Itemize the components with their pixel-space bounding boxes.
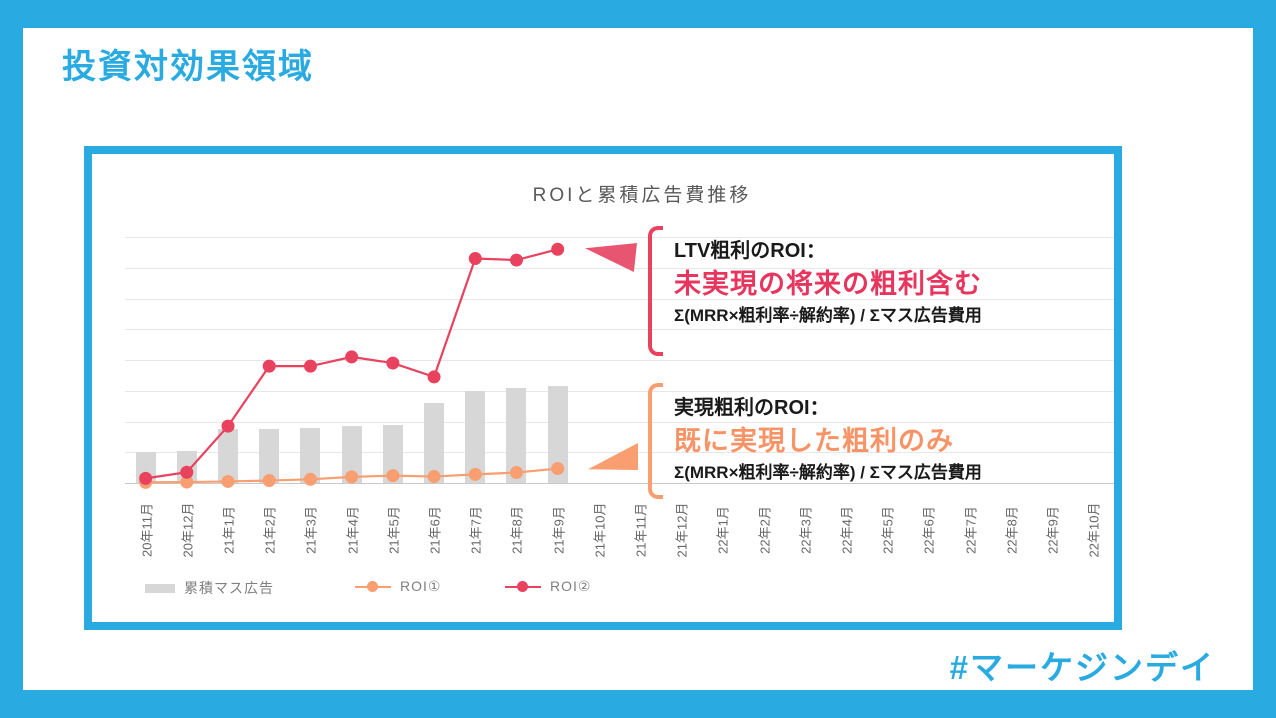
x-axis-label: 22年2月 <box>757 506 773 554</box>
legend-label: ROI② <box>550 578 592 594</box>
x-axis-label: 21年2月 <box>262 506 278 554</box>
gridline <box>125 329 1114 331</box>
plot-area <box>125 237 1114 489</box>
bar-21年7月 <box>465 390 486 483</box>
x-axis-label: 22年8月 <box>1004 506 1020 554</box>
x-axis-label: 21年10月 <box>592 502 608 558</box>
bracket-icon <box>648 226 663 356</box>
gridline <box>125 267 1114 269</box>
annotation-formula: Σ(MRR×粗利率÷解約率) / Σマス広告費用 <box>674 463 982 482</box>
x-axis-label: 21年9月 <box>551 506 567 554</box>
x-axis-label: 21年8月 <box>509 506 525 554</box>
bar-21年8月 <box>506 387 527 483</box>
bar-21年4月 <box>341 426 362 483</box>
x-axis-label: 21年3月 <box>303 506 319 554</box>
gridline <box>125 483 1114 484</box>
bracket-icon <box>648 383 663 499</box>
bar-21年5月 <box>382 424 403 483</box>
x-axis-label: 22年4月 <box>839 506 855 554</box>
annotation-highlight: 既に実現した粗利のみ <box>674 426 954 456</box>
bar-21年1月 <box>218 429 239 483</box>
chart-card: ROIと累積広告費推移 20年11月 20年12月 21年1月 21年2月 21年3月 2… <box>84 146 1122 630</box>
bar-swatch-icon <box>145 583 175 593</box>
x-axis-label: 22年1月 <box>715 506 731 554</box>
bar-21年6月 <box>424 403 445 483</box>
legend-label: 累積マス広告 <box>184 580 274 596</box>
x-axis-label: 20年11月 <box>139 503 155 557</box>
x-axis-label: 21年12月 <box>674 502 690 558</box>
annotation-heading: LTV粗利のROI： <box>674 240 826 262</box>
x-axis-label: 22年6月 <box>921 506 937 554</box>
x-axis-label: 21年7月 <box>468 506 484 554</box>
bar-21年9月 <box>547 386 568 483</box>
x-axis-label: 22年9月 <box>1045 506 1061 554</box>
x-axis-label: 21年6月 <box>427 506 443 554</box>
x-axis-label: 21年4月 <box>345 506 361 554</box>
legend-item-roi1: ROI① <box>355 578 441 595</box>
annotation-heading: 実現粗利のROI： <box>674 397 830 419</box>
annotation-formula: Σ(MRR×粗利率÷解約率) / Σマス広告費用 <box>674 306 982 325</box>
x-axis-label: 21年5月 <box>386 506 402 554</box>
gridline <box>125 298 1114 300</box>
x-axis-label: 22年7月 <box>963 506 979 554</box>
legend-item-roi2: ROI② <box>505 578 591 595</box>
x-axis-label: 22年3月 <box>798 506 814 554</box>
gridline <box>125 390 1114 392</box>
legend-item-cumulative-ads: 累積マス広告 <box>145 578 274 598</box>
bar-21年2月 <box>259 429 280 483</box>
line-series <box>139 242 565 489</box>
x-axis-label: 21年1月 <box>221 506 237 554</box>
line-dot-swatch-icon <box>355 580 391 593</box>
annotation-ltv-roi: LTV粗利のROI： 未実現の将来の粗利含む Σ(MRR×粗利率÷解約率) / … <box>648 226 1108 356</box>
x-axis-label: 20年12月 <box>180 502 196 558</box>
bar-21年3月 <box>300 427 321 483</box>
legend-label: ROI① <box>400 578 442 594</box>
x-axis-label: 21年11月 <box>633 503 649 557</box>
x-axis-label: 22年5月 <box>880 506 896 554</box>
hashtag-label: #マーケジンデイ <box>949 649 1215 686</box>
x-axis-label: 22年10月 <box>1086 502 1102 558</box>
chart-title: ROIと累積広告費推移 <box>532 185 752 206</box>
gridline <box>125 360 1114 361</box>
page-title: 投資対効果領域 <box>62 48 314 86</box>
annotation-highlight: 未実現の将来の粗利含む <box>674 269 982 299</box>
gridline <box>125 237 1114 238</box>
gridline <box>125 421 1114 423</box>
x-axis-labels: 20年11月 20年12月 21年1月 21年2月 21年3月 21年4月 21年5月 21年… <box>125 488 1114 572</box>
line-dot-swatch-icon <box>505 580 541 593</box>
annotation-realized-roi: 実現粗利のROI： 既に実現した粗利のみ Σ(MRR×粗利率÷解約率) / Σマ… <box>648 383 1108 499</box>
